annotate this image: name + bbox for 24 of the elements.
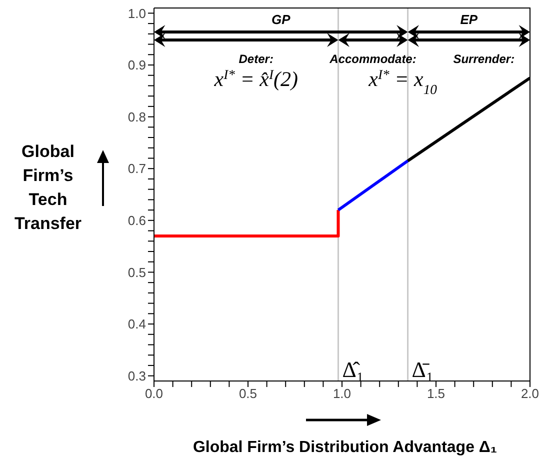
y-tick-label: 0.6 xyxy=(128,213,146,228)
x-tick-label: 0.5 xyxy=(238,386,258,402)
x-tick-label: 2.0 xyxy=(520,386,540,402)
annotation: Surrender: xyxy=(453,52,515,66)
y-tick-label: 1.0 xyxy=(128,6,146,21)
y-tick-label: 0.5 xyxy=(128,264,146,280)
annotation: x$^{I*}$ = x̂$^{I}$(2) xyxy=(213,66,298,91)
annotation: GP xyxy=(272,12,291,27)
x-tick-label: 1.0 xyxy=(332,386,352,402)
y-tick-label: 0.8 xyxy=(128,109,146,124)
y-tick-label: 0.4 xyxy=(128,316,146,332)
x-tick-label: 1.5 xyxy=(426,386,446,402)
y-axis-title: Global Firm’s Tech Transfer xyxy=(13,141,83,235)
annotation: Deter: xyxy=(238,52,274,66)
y-tick-label: 0.9 xyxy=(128,58,146,73)
annotation: EP xyxy=(460,12,478,27)
ref-line-label: Δ̄₁ xyxy=(412,357,434,382)
annotation: Accommodate: xyxy=(328,52,416,66)
y-tick-label: 0.3 xyxy=(128,368,146,384)
ref-line-label: Δ̂₁ xyxy=(342,357,364,382)
y-tick-label: 0.7 xyxy=(128,161,146,176)
annotation: x$^{I*}$ = x$_{10}$ xyxy=(368,66,438,96)
x-tick-label: 0.0 xyxy=(144,386,164,402)
x-axis-title: Global Firm’s Distribution Advantage Δ₁ xyxy=(192,439,498,456)
